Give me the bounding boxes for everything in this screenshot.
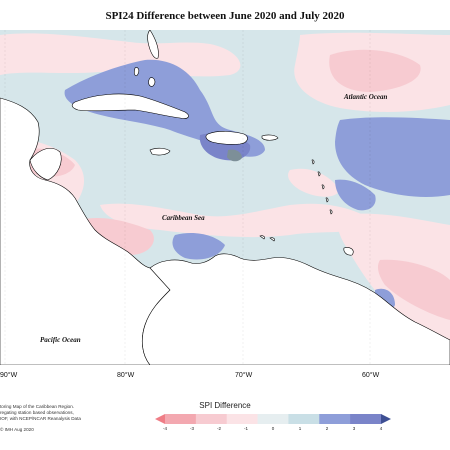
credits-block: toring Map of the Caribbean Region. rega… <box>0 404 81 433</box>
credit-line: regating station based observations, <box>0 410 74 416</box>
colorbar-segment <box>350 414 382 424</box>
credit-line: toring Map of the Caribbean Region. <box>0 404 75 409</box>
lesser-antilles <box>311 159 333 215</box>
bahamas-2 <box>148 77 156 87</box>
puerto-rico <box>261 134 279 141</box>
pink-area-north <box>0 33 241 77</box>
lon-label-90w: 90°W <box>0 372 18 379</box>
grey-area-haiti <box>227 149 242 162</box>
colorbar-tick-label: 2 <box>325 426 329 431</box>
colorbar-segment <box>165 414 197 424</box>
colorbar-tick-label: 4 <box>379 426 383 431</box>
lon-label-80w: 80°W <box>117 372 135 379</box>
map-title: SPI24 Difference between June 2020 and J… <box>105 10 345 22</box>
spi-map <box>0 30 450 365</box>
colorbar-segment <box>319 414 351 424</box>
pink-area-central <box>100 203 380 238</box>
pacific-ocean-label: Pacific Ocean <box>40 336 81 344</box>
yucatan <box>29 147 62 181</box>
colorbar-segment <box>195 414 228 424</box>
colorbar <box>155 414 391 424</box>
colorbar-tick-label: 0 <box>271 426 275 431</box>
blue-area-colombia <box>172 233 225 260</box>
lon-label-60w: 60°W <box>362 372 380 379</box>
colorbar-segment <box>257 414 289 424</box>
south-america <box>141 253 450 365</box>
colorbar-extend-low <box>155 414 165 424</box>
colorbar-tick-label: -4 <box>162 426 168 431</box>
cuba <box>71 93 189 119</box>
atlantic-ocean-label: Atlantic Ocean <box>344 93 388 101</box>
colorbar-tick-label: -2 <box>216 426 222 431</box>
blue-area-east <box>335 117 450 197</box>
credit-line: © IMH Aug 2020 <box>0 426 34 432</box>
colorbar-segment <box>288 414 320 424</box>
blue-area-leeward <box>335 179 376 211</box>
jamaica <box>149 147 171 156</box>
colorbar-ticks: -4 -3 -2 -1 0 1 2 3 4 <box>155 426 391 434</box>
hispaniola <box>205 131 248 145</box>
north-coast-fl <box>147 30 159 59</box>
colorbar-tick-label: 1 <box>298 426 302 431</box>
colorbar-tick-label: 3 <box>352 426 356 431</box>
pink-area-atlantic-core <box>329 49 421 92</box>
pink-area-guiana <box>377 259 450 320</box>
colorbar-extend-high <box>381 414 391 424</box>
colorbar-tick-label: -3 <box>189 426 195 431</box>
colorbar-tick-label: -1 <box>243 426 249 431</box>
landmass <box>0 30 450 365</box>
credit-line: IOF, with NCEP/NCAR Reanalysis Data <box>0 416 81 422</box>
lon-label-70w: 70°W <box>235 372 253 379</box>
aruba-curacao <box>259 235 275 242</box>
caribbean-sea-label: Caribbean Sea <box>162 214 205 222</box>
trinidad <box>343 247 354 256</box>
legend-title: SPI Difference <box>199 401 251 410</box>
bahamas <box>134 67 140 77</box>
colorbar-segment <box>226 414 258 424</box>
pink-area-east-lesser <box>288 168 340 197</box>
